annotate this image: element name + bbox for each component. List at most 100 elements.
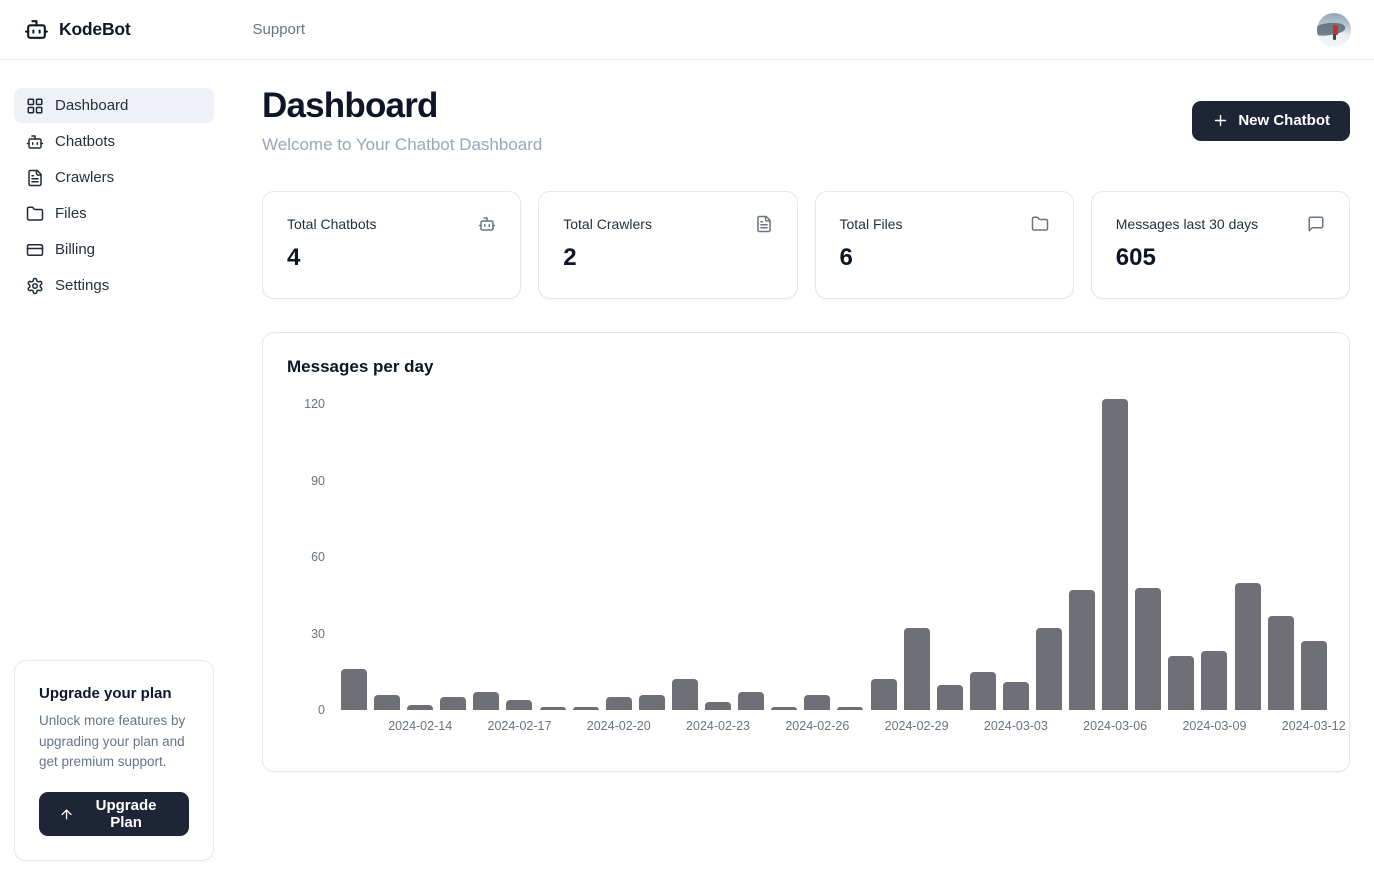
messages-chart-card: Messages per day 0 30 60 90 120 2024-02-14 20… — [262, 332, 1350, 772]
chart-bar — [374, 694, 401, 710]
stats-row: Total Chatbots 4 Total Crawlers 2 Total … — [262, 191, 1350, 299]
y-axis-tick-label: 60 — [311, 550, 325, 564]
folder-icon — [26, 206, 44, 221]
chart-bar — [870, 679, 897, 710]
chart-bar-column: 2024-02-20 — [587, 697, 651, 733]
chart-bar-column — [572, 707, 599, 710]
sidebar-nav: Dashboard Chatbots Crawlers Files Billin… — [14, 88, 214, 304]
x-axis-tick-label: 2024-03-12 — [1281, 719, 1346, 733]
sidebar-item-label: Chatbots — [55, 133, 116, 150]
upgrade-card-title: Upgrade your plan — [39, 685, 172, 703]
chart-bar-column — [936, 684, 963, 710]
chart-bar-column — [1069, 590, 1096, 710]
new-chatbot-button[interactable]: New Chatbot — [1192, 100, 1350, 141]
sidebar-item-billing[interactable]: Billing — [14, 232, 214, 267]
x-axis-tick-label: 2024-03-03 — [983, 719, 1048, 733]
arrow-up-icon — [61, 808, 72, 820]
chart-bar — [440, 697, 467, 710]
sidebar-item-settings[interactable]: Settings — [14, 268, 214, 303]
chart-bar — [473, 692, 500, 710]
sidebar-item-label: Crawlers — [55, 169, 115, 186]
chart-bar-column — [1267, 615, 1294, 710]
chart-bar — [638, 694, 665, 710]
stat-value: 6 — [839, 244, 853, 271]
bot-icon — [479, 217, 496, 231]
top-navbar: KodeBot Support — [0, 0, 1374, 60]
page-title: Dashboard — [262, 86, 438, 125]
page-header: Dashboard Welcome to Your Chatbot Dashbo… — [262, 86, 1350, 155]
chart-bar — [1135, 587, 1162, 710]
stat-card-header: Total Chatbots — [287, 215, 496, 233]
credit-card-icon — [26, 243, 44, 256]
stat-label: Messages last 30 days — [1115, 216, 1259, 232]
chart-bar-column — [969, 671, 996, 710]
page-subtitle: Welcome to Your Chatbot Dashboard — [262, 135, 543, 154]
chart-bar-column — [638, 694, 665, 710]
x-axis-tick-label: 2024-02-17 — [487, 719, 552, 733]
upgrade-card-body: Unlock more features by upgrading your p… — [39, 713, 186, 769]
sidebar-item-chatbots[interactable]: Chatbots — [14, 124, 214, 159]
chart-bar — [341, 669, 367, 710]
chart-bar-column: 2024-03-06 — [1083, 398, 1147, 733]
layout-grid-icon — [27, 98, 43, 113]
x-axis-tick-label: 2024-02-26 — [785, 719, 850, 733]
nav-link-support[interactable]: Support — [252, 21, 306, 38]
x-axis-tick-label: 2024-02-23 — [686, 719, 751, 733]
chart-bar — [605, 697, 632, 710]
chart-bar — [705, 702, 732, 710]
chart-bar-column — [671, 679, 698, 710]
folder-icon — [1031, 216, 1048, 231]
chart-bar-column — [870, 679, 897, 710]
chart-bar — [1234, 582, 1261, 710]
chart-bar-column — [1135, 587, 1162, 710]
messages-bar-chart: 0 30 60 90 120 2024-02-14 2024-02-17 2024-02-2… — [287, 395, 1346, 740]
stat-label: Total Files — [839, 216, 903, 232]
sidebar-item-label: Billing — [55, 241, 96, 258]
chart-bar — [407, 704, 434, 710]
chart-bar — [969, 671, 996, 710]
sidebar-item-crawlers[interactable]: Crawlers — [14, 160, 214, 195]
x-axis-tick-label: 2024-02-29 — [884, 719, 949, 733]
sidebar-item-files[interactable]: Files — [14, 196, 214, 231]
main-content: Dashboard Welcome to Your Chatbot Dashbo… — [228, 60, 1374, 881]
chart-bar-column — [1168, 656, 1195, 710]
chart-bar — [936, 684, 963, 710]
chart-bar-column: 2024-02-17 — [487, 699, 551, 733]
chart-bar — [1102, 398, 1129, 710]
chart-bar — [1300, 641, 1327, 710]
chart-bar-column: 2024-02-29 — [885, 628, 949, 733]
stat-card-total-files: Total Files 6 — [814, 191, 1074, 299]
chart-bar — [572, 707, 599, 710]
sidebar-item-label: Files — [55, 205, 87, 222]
chart-bar — [671, 679, 698, 710]
stat-card-header: Total Crawlers — [563, 215, 772, 233]
message-square-icon — [1308, 216, 1324, 232]
brand-logo[interactable]: KodeBot — [24, 17, 131, 42]
chart-bar — [837, 707, 864, 710]
chart-bar-column — [440, 697, 467, 710]
file-text-icon — [756, 215, 771, 233]
chart-bar-column: 2024-02-26 — [785, 694, 849, 733]
user-avatar[interactable] — [1317, 12, 1351, 47]
stat-card-header: Messages last 30 days — [1116, 215, 1325, 233]
chart-title: Messages per day — [287, 357, 434, 376]
chart-bar-column — [473, 692, 500, 710]
stat-card-messages-30-days: Messages last 30 days 605 — [1090, 191, 1350, 299]
chart-bar-column: 2024-02-23 — [686, 702, 750, 733]
upgrade-plan-button[interactable]: Upgrade Plan — [39, 792, 189, 836]
chart-bar-column — [837, 707, 864, 710]
y-axis-tick-label: 90 — [311, 473, 325, 488]
chart-bar — [1002, 681, 1029, 710]
chart-bar-column — [1035, 628, 1062, 710]
bot-logo-icon — [25, 20, 48, 39]
settings-gear-icon — [27, 277, 43, 294]
chart-bar — [1035, 628, 1062, 710]
y-axis-tick-label: 120 — [304, 397, 325, 411]
x-axis-tick-label: 2024-02-14 — [388, 719, 453, 733]
chart-bar-column — [341, 669, 367, 710]
sidebar-item-dashboard[interactable]: Dashboard — [14, 88, 214, 123]
chart-bar — [1168, 656, 1195, 710]
chart-bar — [804, 694, 831, 710]
bot-icon — [26, 134, 44, 149]
chart-bar-column: 2024-03-09 — [1182, 651, 1246, 733]
